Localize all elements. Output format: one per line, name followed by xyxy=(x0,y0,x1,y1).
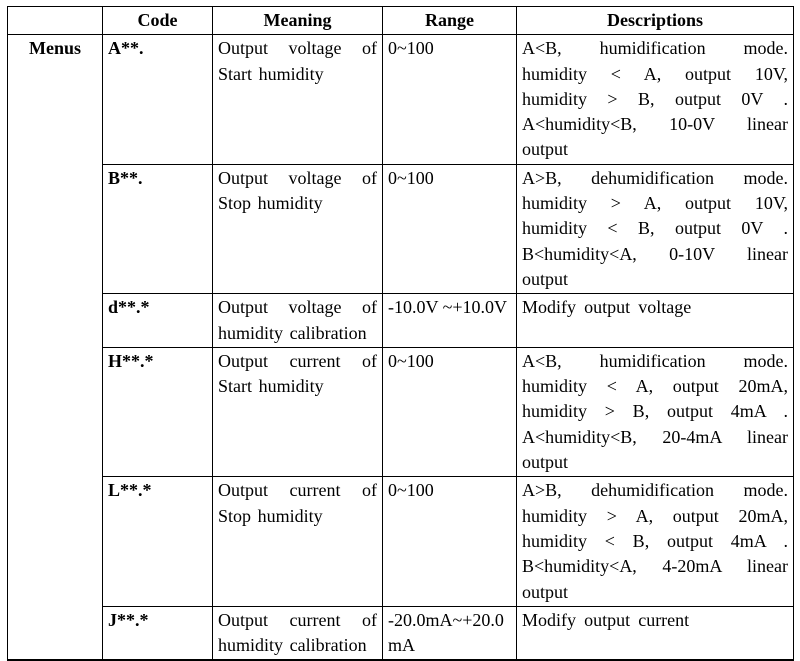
meaning-cell: Output current of humidity calibration xyxy=(212,605,383,661)
table-row: Menus A**. Output voltage of Start humid… xyxy=(7,34,794,661)
meaning-cell: Output voltage of Start humidity xyxy=(212,34,383,165)
code-cell: d**.* xyxy=(102,293,213,348)
description-cell: A>B, dehumidification mode. humidity > A… xyxy=(516,476,794,607)
menu-settings-table: Code Meaning Range Descriptions Menus A*… xyxy=(7,5,794,661)
description-cell: A>B, dehumidification mode. humidity > A… xyxy=(516,163,794,295)
description-cell: A<B, humidification mode. humidity < A, … xyxy=(516,346,794,478)
description-cell: Modify output current xyxy=(516,605,794,661)
header-range: Range xyxy=(382,5,517,36)
range-cell: 0~100 xyxy=(382,346,517,478)
row-group-label: Menus xyxy=(7,34,103,661)
code-cell: B**. xyxy=(102,163,213,295)
header-meaning: Meaning xyxy=(212,5,383,36)
meaning-cell: Output current of Stop humidity xyxy=(212,476,383,607)
meaning-cell: Output voltage of humidity calibration xyxy=(212,293,383,348)
range-cell: 0~100 xyxy=(382,476,517,607)
meaning-cell: Output voltage of Stop humidity xyxy=(212,163,383,295)
meaning-cell: Output current of Start humidity xyxy=(212,346,383,478)
range-cell: 0~100 xyxy=(382,34,517,165)
table-row: H**.* Output current of Start humidity 0… xyxy=(8,346,794,478)
range-cell: 0~100 xyxy=(382,163,517,295)
table-row: L**.* Output current of Stop humidity 0~… xyxy=(8,476,794,607)
description-cell: Modify output voltage xyxy=(516,293,794,348)
header-row: Code Meaning Range Descriptions xyxy=(7,5,794,36)
code-cell: L**.* xyxy=(102,476,213,607)
corner-cell xyxy=(7,5,103,36)
header-code: Code xyxy=(102,5,213,36)
description-cell: A<B, humidification mode. humidity < A, … xyxy=(516,34,794,165)
code-cell: H**.* xyxy=(102,346,213,478)
range-cell: -10.0V ~+10.0V xyxy=(382,293,517,348)
table-row: J**.* Output current of humidity calibra… xyxy=(8,605,794,661)
code-cell: A**. xyxy=(102,34,213,165)
header-descriptions: Descriptions xyxy=(516,5,794,36)
code-cell: J**.* xyxy=(102,605,213,661)
range-cell: -20.0mA~+20.0mA xyxy=(382,605,517,661)
table-row: d**.* Output voltage of humidity calibra… xyxy=(8,293,794,348)
table-row: B**. Output voltage of Stop humidity 0~1… xyxy=(8,163,794,295)
